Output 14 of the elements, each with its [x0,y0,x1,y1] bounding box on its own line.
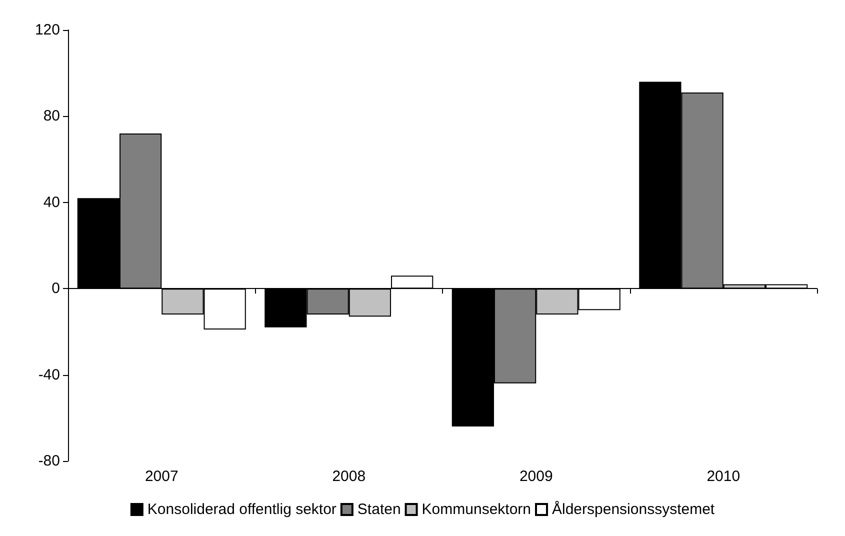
y-tick-label: 0 [52,280,60,298]
y-tick-label: -80 [38,452,60,470]
x-tick-label: 2009 [519,468,553,485]
legend-label: Kommunsektorn [422,501,532,518]
x-tick-label: 2008 [332,468,366,485]
legend-label: Ålderspensionssystemet [552,500,716,518]
y-tick-label: 40 [43,194,60,211]
x-tick-label: 2010 [706,468,740,485]
y-tick-label: 80 [43,108,60,125]
y-tick-label: 120 [34,22,60,38]
legend-label: Staten [357,501,401,518]
legend-label: Konsoliderad offentlig sektor [147,501,336,518]
y-tick-label: -40 [38,366,60,384]
x-tick-label: 2007 [144,468,178,485]
